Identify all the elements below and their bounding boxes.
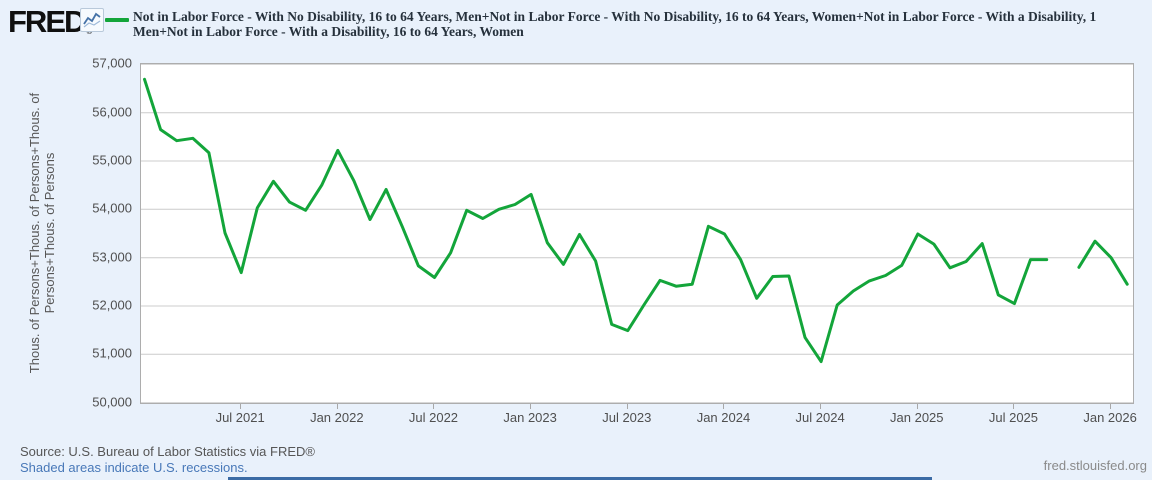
- fred-logo-text: FRED: [8, 4, 86, 39]
- y-tick-label: 56,000: [92, 104, 132, 120]
- y-tick-label: 54,000: [92, 200, 132, 216]
- x-tick-mark: [530, 404, 532, 409]
- x-tick-mark: [1110, 404, 1112, 409]
- recession-note-link[interactable]: Shaded areas indicate U.S. recessions.: [20, 460, 248, 475]
- x-tick-mark: [433, 404, 435, 409]
- bottom-blue-bar: [228, 477, 932, 480]
- y-axis-label-line-1: Thous. of Persons+Thous. of Persons+Thou…: [27, 92, 42, 374]
- y-axis-label: Thous. of Persons+Thous. of Persons+Thou…: [27, 23, 57, 443]
- x-tick-label: Jul 2023: [602, 410, 652, 425]
- line-chart-icon: [80, 8, 104, 32]
- y-tick-label: 53,000: [92, 249, 132, 265]
- x-tick-label: Jan 2024: [696, 410, 751, 425]
- fred-site-link[interactable]: fred.stlouisfed.org: [1043, 458, 1147, 473]
- x-tick-mark: [626, 404, 628, 409]
- source-text: Source: U.S. Bureau of Labor Statistics …: [20, 444, 315, 459]
- x-tick-mark: [820, 404, 822, 409]
- x-tick-mark: [1013, 404, 1015, 409]
- x-tick-label: Jan 2025: [890, 410, 944, 425]
- x-tick-mark: [723, 404, 725, 409]
- chart-title-line-2: Men+Not in Labor Force - With a Disabili…: [133, 24, 524, 39]
- y-tick-label: 50,000: [92, 394, 132, 410]
- x-tick-label: Jan 2026: [1083, 410, 1137, 425]
- y-tick-label: 55,000: [92, 152, 132, 168]
- x-tick-label: Jul 2024: [795, 410, 845, 425]
- x-tick-label: Jan 2023: [503, 410, 557, 425]
- chart-title-line-1: Not in Labor Force - With No Disability,…: [133, 9, 1097, 24]
- y-tick-label: 51,000: [92, 345, 132, 361]
- x-tick-mark: [336, 404, 338, 409]
- legend-line-swatch: [105, 18, 129, 22]
- x-tick-mark: [916, 404, 918, 409]
- x-tick-label: Jul 2025: [988, 410, 1039, 425]
- chart-title: Not in Labor Force - With No Disability,…: [133, 9, 1152, 39]
- x-tick-label: Jul 2021: [215, 410, 265, 425]
- y-tick-label: 52,000: [92, 297, 132, 313]
- x-tick-label: Jul 2022: [408, 410, 459, 425]
- y-axis-label-line-2: Persons+Thous. of Persons: [42, 152, 57, 314]
- x-tick-label: Jan 2022: [310, 410, 364, 425]
- x-tick-mark: [240, 404, 242, 409]
- line-chart-svg: [141, 64, 1133, 403]
- plot-area[interactable]: [140, 63, 1134, 404]
- y-tick-label: 57,000: [92, 55, 132, 71]
